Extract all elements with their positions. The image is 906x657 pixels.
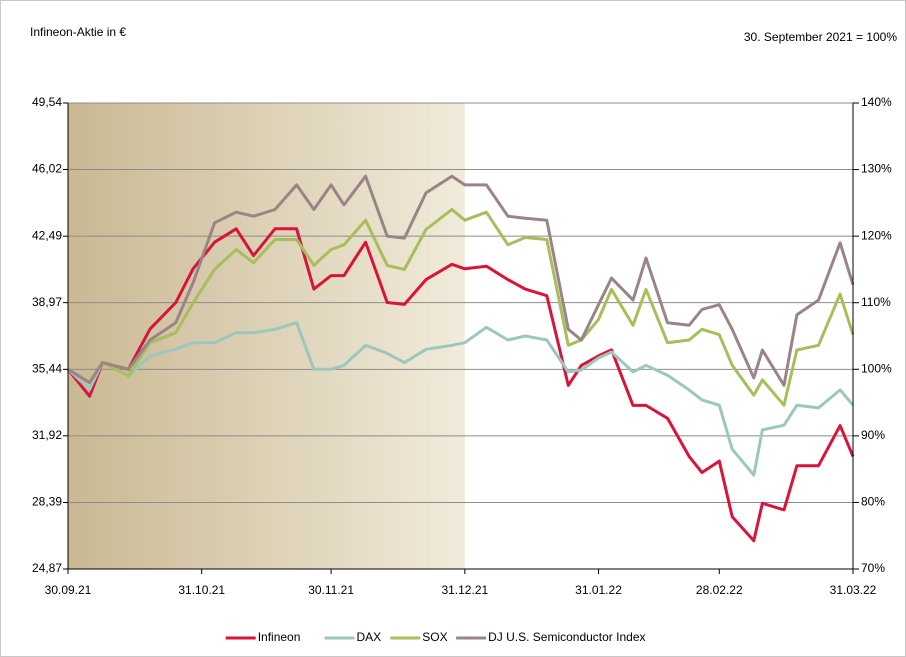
chart-subtitle: 30. September 2021 = 100%: [744, 30, 897, 44]
y-tick-label: 49,54: [32, 95, 62, 109]
y2-tick-label: 110%: [861, 295, 891, 309]
legend-label: Infineon: [258, 630, 301, 644]
x-tick-label: 31.10.21: [178, 583, 225, 597]
legend: Infineon DAX SOX DJ U.S. Semiconductor Inde…: [225, 630, 646, 644]
y-tick-label: 28,39: [32, 495, 62, 509]
series-line: [66, 321, 855, 477]
y2-tick-label: 70%: [861, 561, 885, 575]
y2-tick-label: 90%: [861, 428, 885, 442]
y-tick-label: 35,44: [32, 362, 62, 376]
legend-label: DAX: [357, 630, 382, 644]
y-tick-label: 24,87: [32, 561, 62, 575]
y-tick-label: 46,02: [32, 162, 62, 176]
series-line: [67, 208, 855, 407]
y-tick-label: 42,49: [32, 228, 62, 242]
legend-label: SOX: [422, 630, 447, 644]
x-tick-label: 28.02.22: [696, 583, 743, 597]
x-tick-label: 31.01.22: [575, 583, 622, 597]
y-tick-label: 31,92: [32, 428, 62, 442]
x-tick-label: 30.11.21: [308, 583, 354, 597]
lines: [66, 174, 855, 543]
highlight-band: [68, 103, 465, 569]
axes: 24,87 28,39 31,92 35,44 38,97 42,49 46,02 49,54…: [32, 95, 892, 597]
y2-tick-label: 120%: [861, 228, 892, 242]
y-tick-label: 38,97: [32, 295, 62, 309]
x-tick-label: 30.09.21: [45, 583, 92, 597]
series-line: [67, 174, 855, 387]
series-line: [66, 227, 855, 543]
background: [68, 103, 465, 569]
x-tick-label: 31.03.22: [830, 583, 877, 597]
y2-tick-label: 100%: [861, 361, 892, 375]
x-tick-label: 31.12.21: [441, 583, 488, 597]
y2-tick-label: 80%: [861, 495, 885, 509]
chart-title: Infineon-Aktie in €: [30, 25, 126, 39]
legend-label: DJ U.S. Semiconductor Index: [488, 630, 645, 644]
y2-tick-label: 130%: [861, 162, 892, 176]
y2-tick-label: 140%: [861, 95, 892, 109]
